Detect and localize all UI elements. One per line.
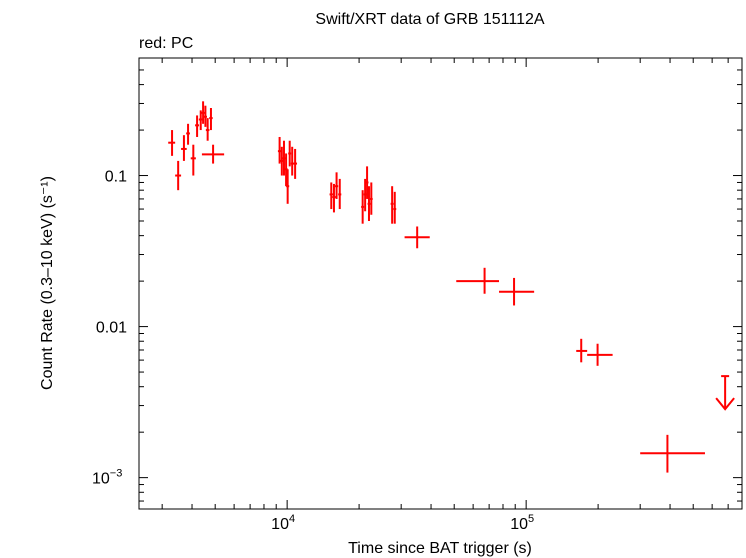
data-point (288, 140, 292, 167)
data-point (369, 182, 373, 215)
x-axis-label: Time since BAT trigger (s) (348, 540, 532, 557)
upper-limit (715, 375, 735, 411)
data-point (338, 178, 342, 210)
data-point (329, 182, 333, 210)
chart-title: Swift/XRT data of GRB 151112A (315, 11, 544, 28)
data-point (205, 118, 210, 141)
data-point (334, 172, 339, 199)
data-point (190, 144, 196, 176)
data-point (404, 226, 430, 249)
data-point (499, 277, 535, 306)
data-point (209, 107, 213, 131)
data-point (280, 146, 284, 176)
data-point (293, 148, 298, 179)
data-point (198, 110, 203, 131)
x-tick-label: 104 (271, 513, 295, 533)
plot-frame (138, 57, 743, 510)
data-point (201, 144, 225, 164)
chart-subtitle: red: PC (139, 35, 193, 52)
data-point (587, 343, 613, 366)
data-point (393, 191, 397, 224)
data-point (181, 135, 187, 161)
data-point (456, 267, 500, 294)
data-point (332, 183, 336, 213)
data-point (195, 115, 200, 137)
y-axis-label: Count Rate (0.3–10 keV) (s⁻¹) (39, 176, 56, 390)
data-point (203, 105, 207, 127)
data-point (168, 130, 176, 156)
data-point (290, 146, 294, 176)
data-point (367, 186, 371, 222)
upper-limit-arrowhead (715, 397, 735, 411)
data-point (277, 136, 282, 164)
data-point (286, 169, 290, 204)
y-tick-label: 10−3 (92, 468, 122, 488)
data-point (201, 101, 205, 124)
y-tick-label: 0.1 (105, 169, 127, 186)
data-point (175, 160, 182, 191)
data-point (390, 186, 394, 224)
data-point (576, 338, 588, 363)
data-point (186, 123, 190, 145)
data-point (361, 190, 365, 224)
y-tick-label: 0.01 (96, 320, 127, 337)
data-point (640, 434, 705, 473)
data-point (282, 140, 286, 176)
data-point (365, 166, 369, 199)
data-marks (168, 101, 735, 473)
axes: 104 105 0.1 0.01 10−3 (92, 58, 743, 533)
x-tick-label: 105 (510, 513, 534, 533)
